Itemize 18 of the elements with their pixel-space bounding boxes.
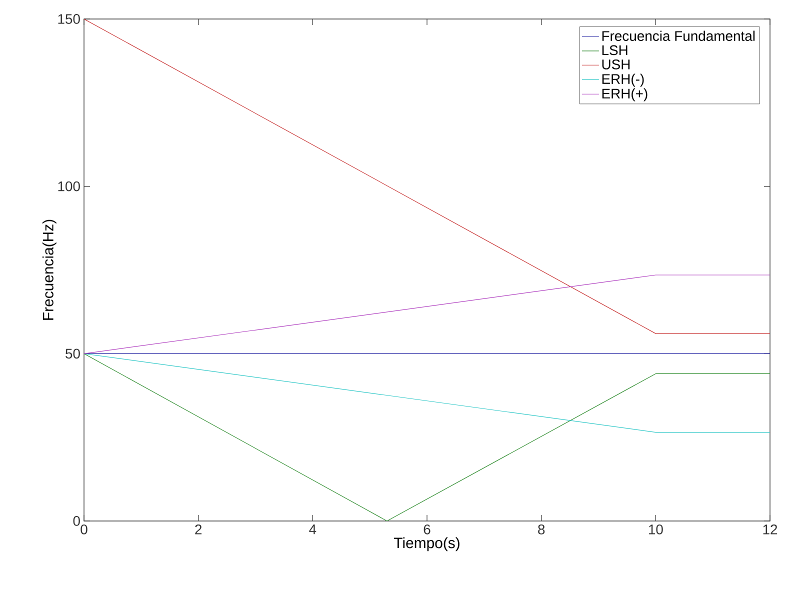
x-axis-title: Tiempo(s) [394, 537, 460, 552]
x-tick-label: 6 [424, 524, 430, 534]
x-tick-label: 10 [648, 524, 663, 534]
y-tick-label: 100 [58, 181, 80, 192]
y-tick-label: 50 [66, 348, 80, 359]
x-tick-label: 4 [309, 524, 316, 534]
y-tick-label: 0 [73, 516, 80, 526]
legend-label: USH [602, 60, 630, 70]
legend-label: Frecuencia Fundamental [602, 30, 755, 41]
legend-label: ERH(+) [602, 88, 648, 102]
y-tick-label: 150 [58, 14, 80, 24]
legend-label: LSH [602, 45, 628, 56]
x-tick-label: 0 [80, 524, 88, 534]
x-tick-label: 12 [763, 524, 778, 534]
x-tick-label: 8 [538, 524, 545, 534]
y-axis-title: Frecuencia(Hz) [42, 220, 56, 320]
legend-label: ERH(-) [602, 74, 644, 87]
x-tick-label: 2 [195, 524, 202, 534]
